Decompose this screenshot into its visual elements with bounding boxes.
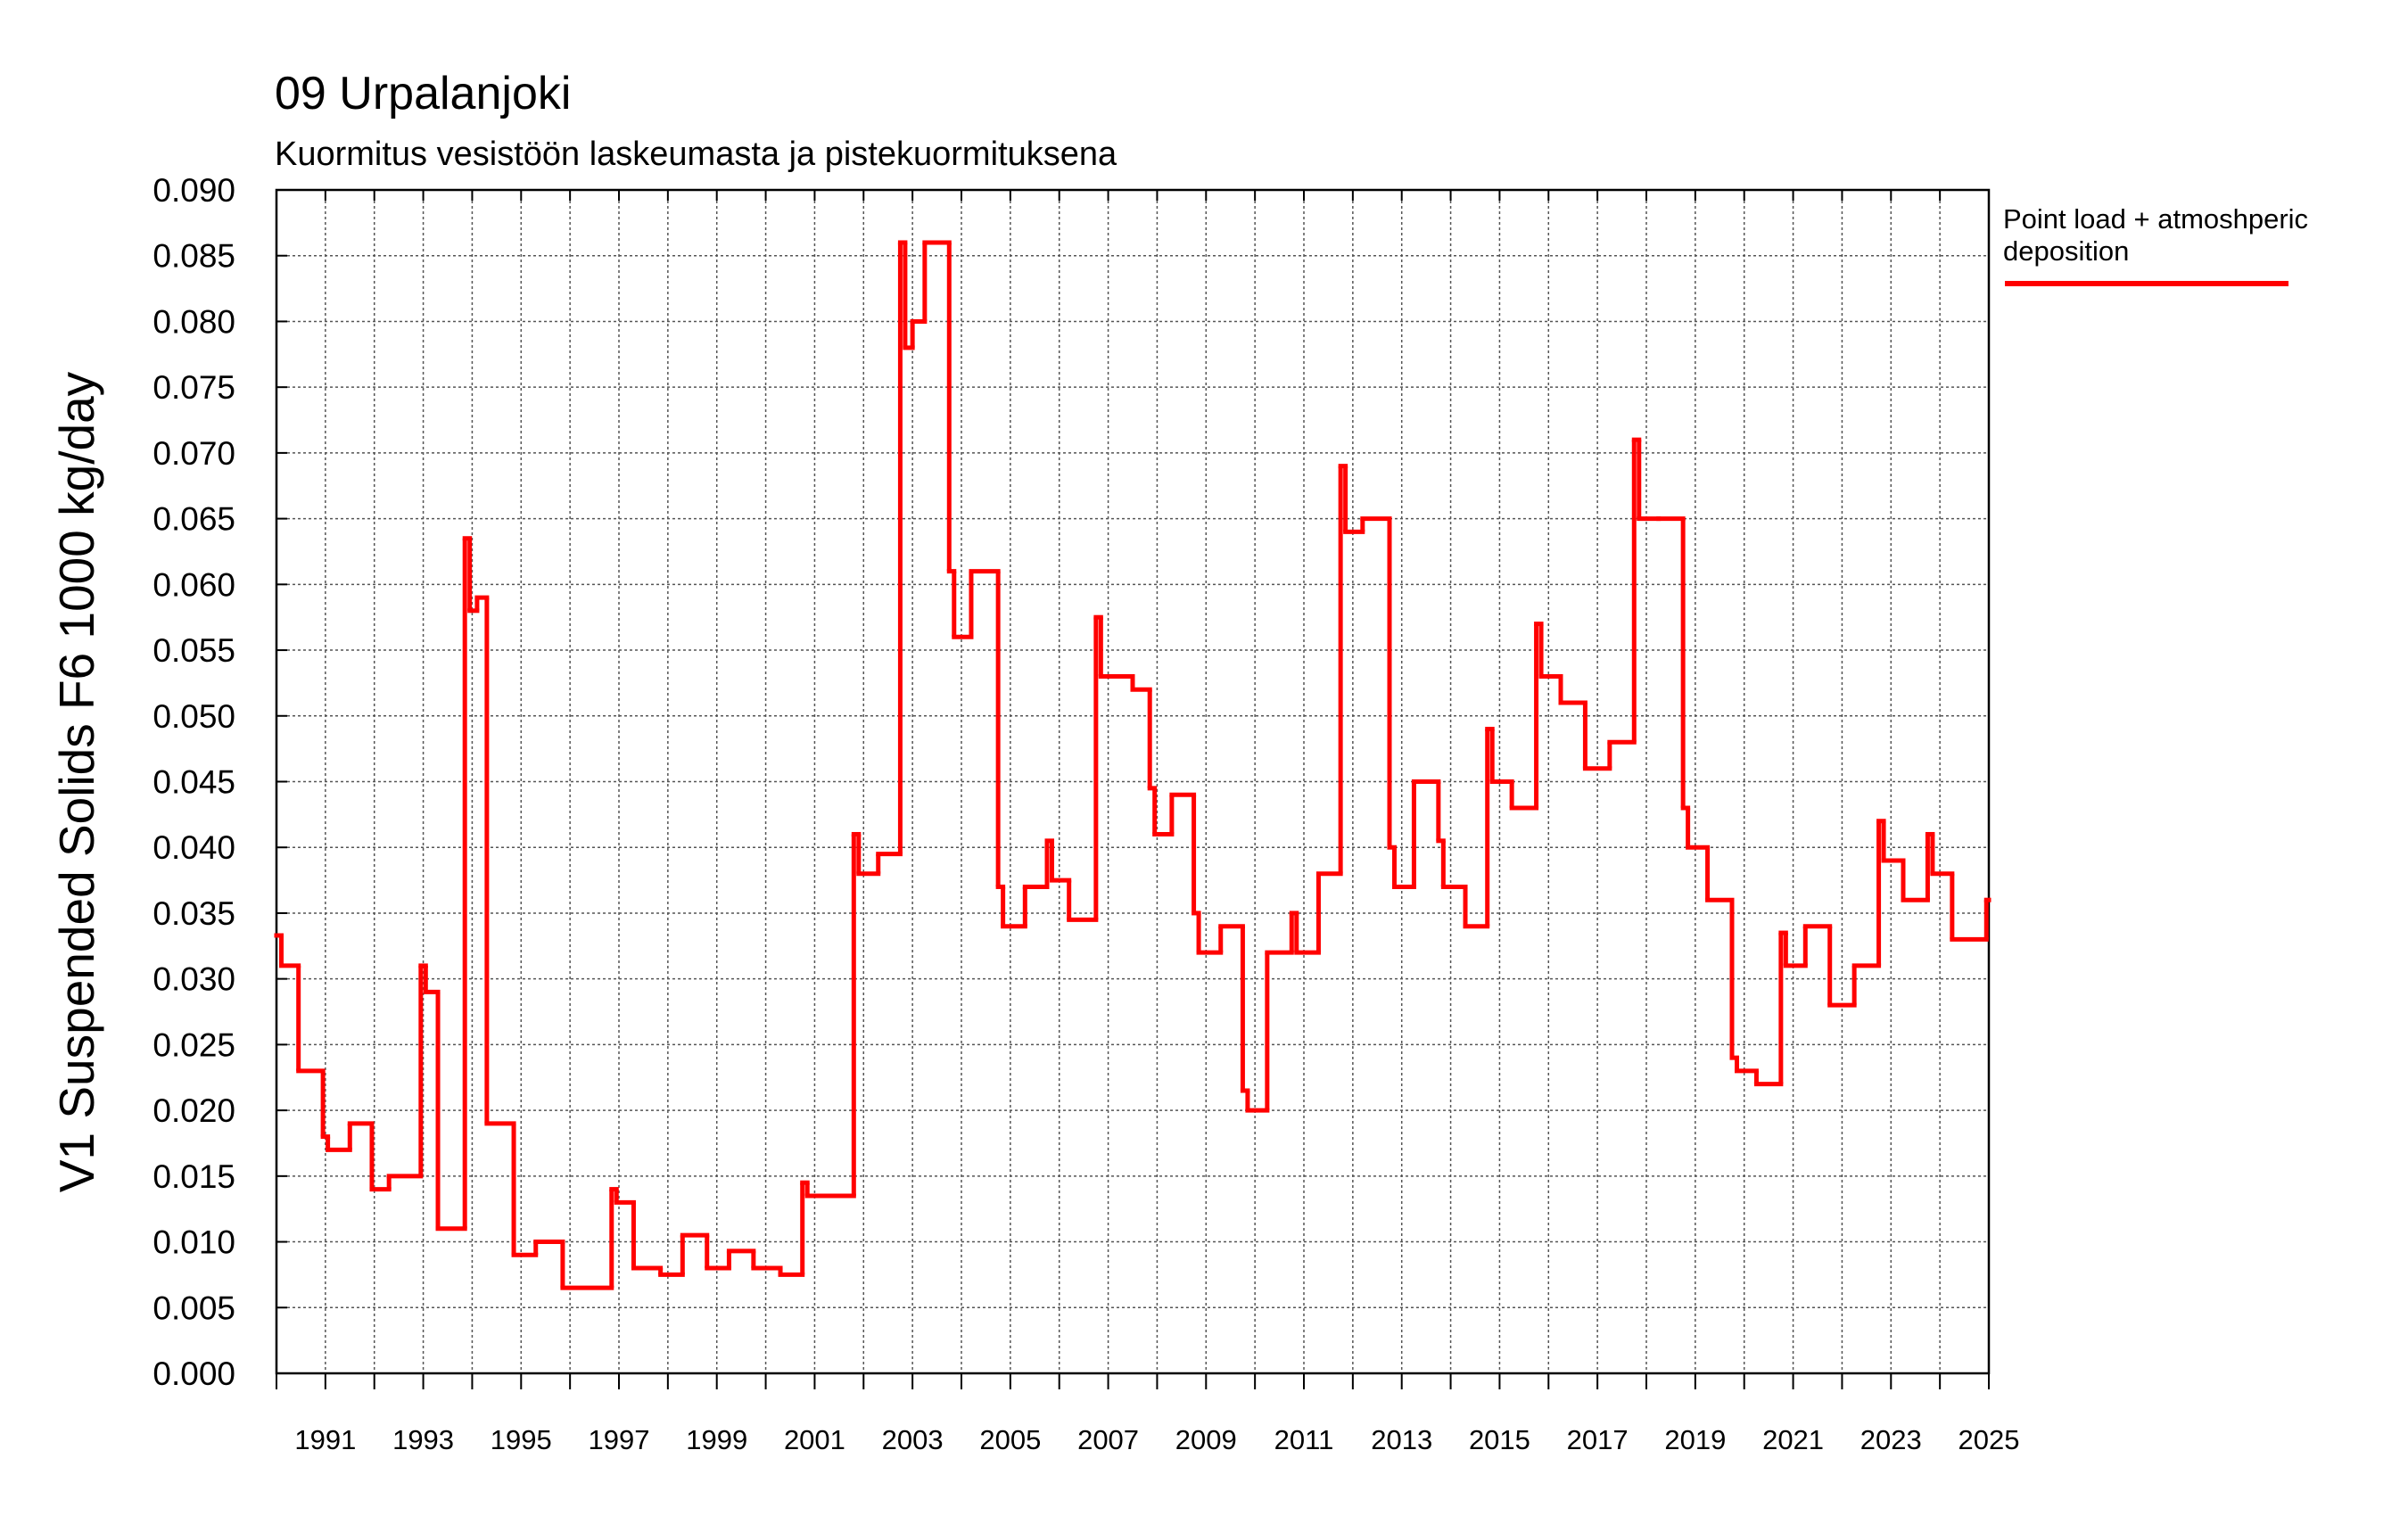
x-tick-label: 1999 [686, 1424, 747, 1455]
y-tick-label: 0.035 [153, 895, 235, 932]
x-tick-label: 2017 [1567, 1424, 1629, 1455]
x-tick-label: 2003 [882, 1424, 944, 1455]
legend-label: Point load + atmoshperic deposition [2003, 203, 2309, 267]
x-tick-label: 2013 [1371, 1424, 1432, 1455]
y-tick-label: 0.090 [153, 172, 235, 209]
y-tick-label: 0.060 [153, 566, 235, 603]
x-tick-label: 1995 [491, 1424, 552, 1455]
x-tick-label: 2007 [1077, 1424, 1139, 1455]
y-tick-label: 0.010 [153, 1224, 235, 1261]
x-tick-label: 2019 [1664, 1424, 1726, 1455]
plot-frame [275, 188, 1991, 1375]
y-tick-label: 0.030 [153, 961, 235, 998]
chart-title: 09 Urpalanjoki [275, 68, 571, 119]
y-tick-label: 0.045 [153, 764, 235, 801]
y-tick-label: 0.005 [153, 1289, 235, 1326]
x-tick-label: 1993 [392, 1424, 454, 1455]
y-tick-label: 0.080 [153, 303, 235, 340]
y-tick-label: 0.040 [153, 829, 235, 866]
y-tick-label: 0.055 [153, 632, 235, 669]
y-tick-label: 0.015 [153, 1158, 235, 1195]
x-tick-label: 2011 [1274, 1424, 1334, 1455]
x-tick-label: 2001 [784, 1424, 845, 1455]
x-tick-label: 2015 [1469, 1424, 1530, 1455]
x-tick-label: 2005 [979, 1424, 1041, 1455]
y-tick-label: 0.070 [153, 435, 235, 472]
chart-subtitle: Kuormitus vesistöön laskeumasta ja piste… [275, 136, 1117, 173]
y-tick-label: 0.065 [153, 501, 235, 538]
x-tick-label: 1997 [589, 1424, 650, 1455]
x-tick-label: 1991 [294, 1424, 356, 1455]
x-tick-label: 2025 [1959, 1424, 2020, 1455]
y-tick-label: 0.050 [153, 698, 235, 735]
y-tick-label: 0.000 [153, 1355, 235, 1392]
y-tick-label: 0.025 [153, 1026, 235, 1063]
x-tick-label: 2009 [1175, 1424, 1237, 1455]
y-tick-label: 0.075 [153, 369, 235, 406]
x-tick-label: 2021 [1762, 1424, 1824, 1455]
y-tick-label: 0.085 [153, 238, 235, 275]
x-tick-label: 2023 [1860, 1424, 1922, 1455]
y-axis-label: V1 Suspended Solids F6 1000 kg/day [49, 371, 104, 1192]
y-tick-label: 0.020 [153, 1092, 235, 1129]
